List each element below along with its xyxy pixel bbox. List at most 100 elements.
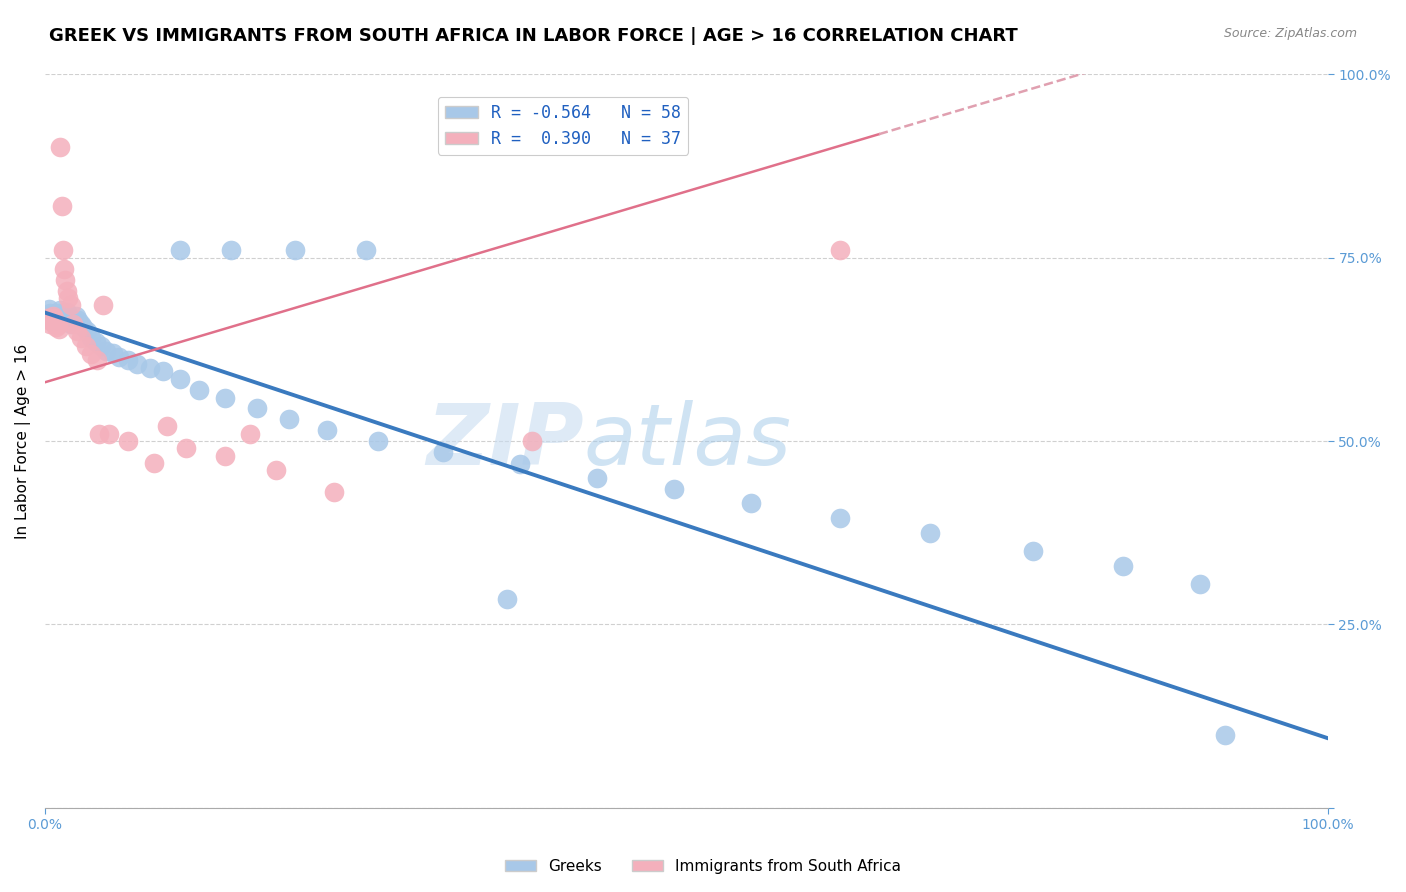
Point bbox=[48, 306, 70, 320]
Point bbox=[39, 314, 62, 328]
Point bbox=[39, 313, 62, 327]
Point bbox=[142, 456, 165, 470]
Point bbox=[585, 471, 607, 485]
Point bbox=[830, 511, 852, 525]
Point bbox=[96, 344, 118, 359]
Point bbox=[56, 291, 79, 305]
Point bbox=[152, 364, 174, 378]
Point bbox=[277, 412, 299, 426]
Point bbox=[80, 347, 103, 361]
Point bbox=[139, 360, 162, 375]
Point bbox=[1022, 544, 1045, 558]
Point bbox=[127, 357, 149, 371]
Point bbox=[53, 261, 76, 276]
Legend: Greeks, Immigrants from South Africa: Greeks, Immigrants from South Africa bbox=[499, 853, 907, 880]
Point bbox=[1213, 728, 1236, 742]
Point bbox=[58, 313, 80, 327]
Point bbox=[48, 322, 70, 336]
Point bbox=[174, 442, 197, 456]
Point bbox=[62, 317, 84, 331]
Point bbox=[39, 317, 62, 331]
Point bbox=[322, 485, 344, 500]
Point bbox=[38, 313, 60, 327]
Point bbox=[56, 310, 79, 325]
Point bbox=[37, 310, 59, 325]
Point bbox=[76, 324, 98, 338]
Point bbox=[509, 458, 531, 472]
Point bbox=[169, 243, 191, 257]
Point bbox=[169, 371, 191, 385]
Point bbox=[187, 383, 209, 397]
Point bbox=[37, 310, 59, 324]
Point bbox=[75, 338, 97, 352]
Point bbox=[214, 392, 236, 406]
Point bbox=[65, 310, 87, 324]
Y-axis label: In Labor Force | Age > 16: In Labor Force | Age > 16 bbox=[15, 343, 31, 539]
Text: GREEK VS IMMIGRANTS FROM SOUTH AFRICA IN LABOR FORCE | AGE > 16 CORRELATION CHAR: GREEK VS IMMIGRANTS FROM SOUTH AFRICA IN… bbox=[49, 27, 1018, 45]
Text: Source: ZipAtlas.com: Source: ZipAtlas.com bbox=[1223, 27, 1357, 40]
Point bbox=[42, 308, 65, 322]
Point bbox=[117, 353, 139, 368]
Point bbox=[69, 331, 91, 345]
Point bbox=[45, 320, 67, 334]
Point bbox=[41, 310, 63, 324]
Point bbox=[84, 334, 107, 349]
Point bbox=[284, 243, 307, 257]
Point bbox=[66, 324, 89, 338]
Text: ZIP: ZIP bbox=[426, 400, 583, 483]
Point bbox=[39, 305, 62, 319]
Point bbox=[49, 140, 72, 154]
Point bbox=[44, 310, 66, 325]
Point bbox=[52, 243, 75, 257]
Point bbox=[90, 338, 112, 352]
Point bbox=[51, 307, 73, 321]
Point bbox=[80, 331, 103, 345]
Point bbox=[108, 350, 131, 364]
Point bbox=[264, 463, 287, 477]
Point bbox=[55, 309, 77, 323]
Point bbox=[156, 419, 179, 434]
Point bbox=[55, 284, 77, 298]
Point bbox=[49, 303, 72, 318]
Point bbox=[55, 305, 77, 319]
Point bbox=[44, 317, 66, 331]
Point bbox=[1111, 558, 1133, 573]
Point bbox=[1188, 577, 1211, 591]
Point bbox=[432, 445, 454, 459]
Point bbox=[91, 298, 114, 312]
Point bbox=[117, 434, 139, 448]
Point bbox=[46, 310, 69, 324]
Point bbox=[55, 272, 77, 286]
Point bbox=[495, 591, 517, 606]
Point bbox=[830, 243, 852, 257]
Text: atlas: atlas bbox=[583, 400, 792, 483]
Point bbox=[214, 449, 236, 463]
Point bbox=[246, 401, 269, 415]
Point bbox=[38, 301, 60, 316]
Point bbox=[62, 313, 84, 327]
Point bbox=[69, 317, 91, 331]
Point bbox=[41, 310, 63, 324]
Point bbox=[67, 313, 90, 327]
Point bbox=[86, 353, 108, 368]
Point bbox=[920, 525, 942, 540]
Point bbox=[522, 434, 544, 448]
Point bbox=[59, 298, 82, 312]
Point bbox=[42, 310, 65, 325]
Point bbox=[239, 426, 262, 441]
Point bbox=[46, 318, 69, 332]
Point bbox=[354, 243, 377, 257]
Point bbox=[51, 199, 73, 213]
Point bbox=[59, 317, 82, 331]
Point bbox=[101, 346, 124, 360]
Point bbox=[87, 426, 110, 441]
Point bbox=[367, 434, 389, 448]
Point bbox=[53, 313, 76, 327]
Point bbox=[98, 426, 121, 441]
Point bbox=[316, 423, 339, 437]
Point bbox=[52, 310, 75, 324]
Point bbox=[740, 496, 762, 510]
Point bbox=[662, 482, 685, 496]
Point bbox=[72, 320, 94, 334]
Legend: R = -0.564   N = 58, R =  0.390   N = 37: R = -0.564 N = 58, R = 0.390 N = 37 bbox=[439, 97, 688, 154]
